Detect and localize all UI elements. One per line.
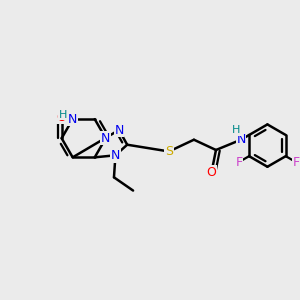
Text: S: S <box>165 145 173 158</box>
Text: O: O <box>57 111 67 124</box>
Text: N: N <box>236 133 246 146</box>
Text: F: F <box>235 156 242 169</box>
Text: F: F <box>292 156 299 169</box>
Text: H: H <box>232 125 240 135</box>
Text: N: N <box>68 112 77 126</box>
Text: N: N <box>114 124 124 136</box>
Text: N: N <box>101 132 110 145</box>
Text: N: N <box>111 149 120 162</box>
Text: H: H <box>59 110 68 120</box>
Text: O: O <box>207 166 217 178</box>
